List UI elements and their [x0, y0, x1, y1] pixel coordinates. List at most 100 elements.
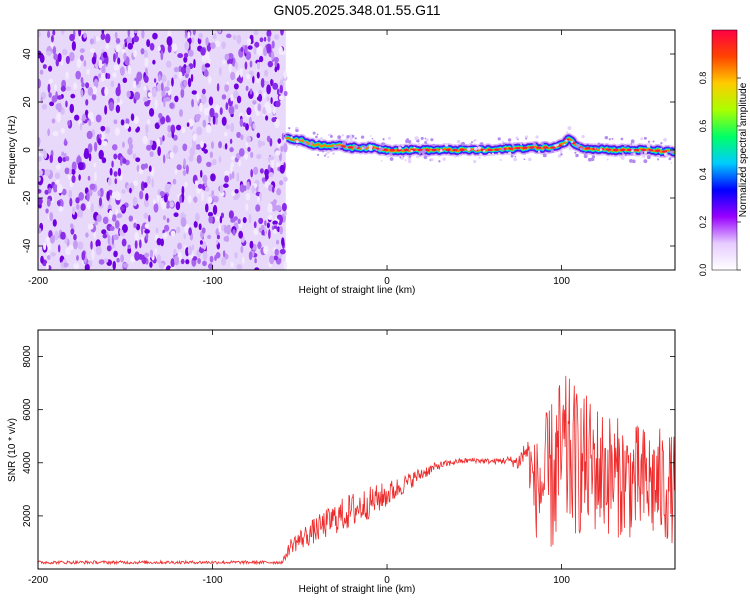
- noise-blob: [174, 168, 178, 175]
- noise-blob: [240, 134, 244, 141]
- ridge-speckle: [620, 155, 625, 160]
- ridge-speckle: [631, 149, 634, 153]
- noise-blob: [42, 64, 47, 69]
- noise-blob: [86, 200, 91, 210]
- noise-blob: [263, 36, 267, 42]
- spectrogram-y-ticks: -40 -20 0 20 40: [22, 48, 675, 253]
- ridge-speckle: [372, 139, 376, 143]
- noise-blob: [207, 234, 212, 240]
- noise-blob: [274, 66, 278, 73]
- ridge-peak: [431, 148, 437, 152]
- noise-blob: [246, 38, 252, 45]
- ridge-speckle: [624, 154, 627, 157]
- noise-blob: [101, 30, 105, 34]
- noise-blob: [258, 93, 263, 102]
- noise-blob: [97, 138, 102, 146]
- noise-blob: [97, 190, 101, 197]
- noise-blob: [98, 59, 103, 69]
- noise-blob: [260, 78, 265, 88]
- noise-blob: [218, 66, 222, 76]
- noise-blob: [86, 130, 93, 140]
- noise-blob: [133, 180, 139, 186]
- ridge-speckle: [590, 157, 595, 162]
- ridge-peak: [417, 148, 423, 152]
- noise-blob: [234, 188, 239, 194]
- noise-blob: [236, 34, 242, 45]
- noise-blob: [149, 151, 154, 157]
- ridge-peak: [487, 148, 493, 152]
- colorbar-label: Normalized spectral amplitude: [738, 82, 749, 217]
- noise-blob: [238, 147, 245, 157]
- noise-blob: [192, 133, 197, 142]
- noise-blob: [115, 86, 121, 97]
- ridge-speckle: [480, 142, 484, 146]
- ridge-speckle: [513, 157, 518, 162]
- noise-blob: [54, 172, 61, 180]
- noise-blob: [164, 96, 171, 102]
- noise-blob: [156, 138, 161, 148]
- noise-blob: [143, 212, 149, 219]
- ridge-speckle: [354, 145, 358, 149]
- noise-blob: [230, 122, 235, 133]
- noise-blob: [127, 42, 134, 50]
- noise-blob: [102, 216, 109, 225]
- ridge-speckle: [342, 141, 346, 146]
- ridge-speckle: [643, 136, 647, 140]
- noise-blob: [39, 148, 46, 154]
- noise-blob: [264, 80, 270, 86]
- ridge-speckle: [308, 141, 313, 146]
- ridge-speckle: [499, 158, 502, 162]
- noise-blob: [49, 211, 54, 222]
- noise-blob: [267, 164, 271, 173]
- noise-blob: [230, 261, 234, 268]
- noise-blob: [73, 82, 78, 90]
- noise-blob: [111, 160, 114, 168]
- noise-blob: [91, 249, 95, 260]
- ridge-speckle: [347, 140, 350, 143]
- ridge-speckle: [479, 152, 483, 156]
- noise-blob: [203, 69, 209, 77]
- ridge-speckle: [454, 155, 457, 158]
- noise-blob: [133, 115, 140, 125]
- noise-blob: [271, 117, 277, 123]
- ridge-speckle: [442, 157, 446, 161]
- noise-blob: [40, 96, 43, 104]
- noise-blob: [236, 131, 241, 139]
- ridge-speckle: [423, 155, 428, 160]
- noise-blob: [248, 116, 252, 127]
- ridge-speckle: [565, 139, 568, 142]
- chart-title: GN05.2025.348.01.55.G11: [273, 2, 440, 18]
- noise-blob: [71, 40, 76, 51]
- noise-blob: [122, 77, 128, 84]
- noise-blob: [113, 119, 118, 125]
- noise-blob: [278, 95, 284, 101]
- noise-blob: [91, 93, 97, 101]
- noise-blob: [160, 116, 166, 125]
- ridge-speckle: [553, 151, 556, 154]
- noise-blob: [275, 162, 280, 167]
- x-tick-label: 0: [384, 276, 390, 287]
- noise-blob: [216, 234, 220, 240]
- noise-blob: [209, 151, 214, 159]
- noise-blob: [134, 231, 139, 241]
- ridge-speckle: [317, 153, 320, 156]
- noise-blob: [199, 240, 203, 245]
- ridge-speckle: [523, 158, 526, 161]
- ridge-speckle: [644, 150, 648, 154]
- noise-blob: [143, 198, 149, 208]
- noise-blob: [45, 262, 49, 270]
- noise-blob: [88, 153, 92, 162]
- ridge-speckle: [402, 155, 405, 158]
- noise-blob: [202, 260, 207, 267]
- ridge-speckle: [295, 129, 299, 132]
- ridge-speckle: [430, 138, 434, 142]
- ridge-speckle: [466, 147, 471, 151]
- noise-blob: [237, 218, 241, 225]
- noise-blob: [79, 54, 84, 62]
- noise-blob: [248, 213, 252, 224]
- noise-blob: [160, 200, 167, 210]
- ridge-speckle: [323, 154, 327, 157]
- noise-blob: [159, 191, 165, 196]
- noise-blob: [279, 164, 285, 174]
- noise-blob: [61, 188, 67, 196]
